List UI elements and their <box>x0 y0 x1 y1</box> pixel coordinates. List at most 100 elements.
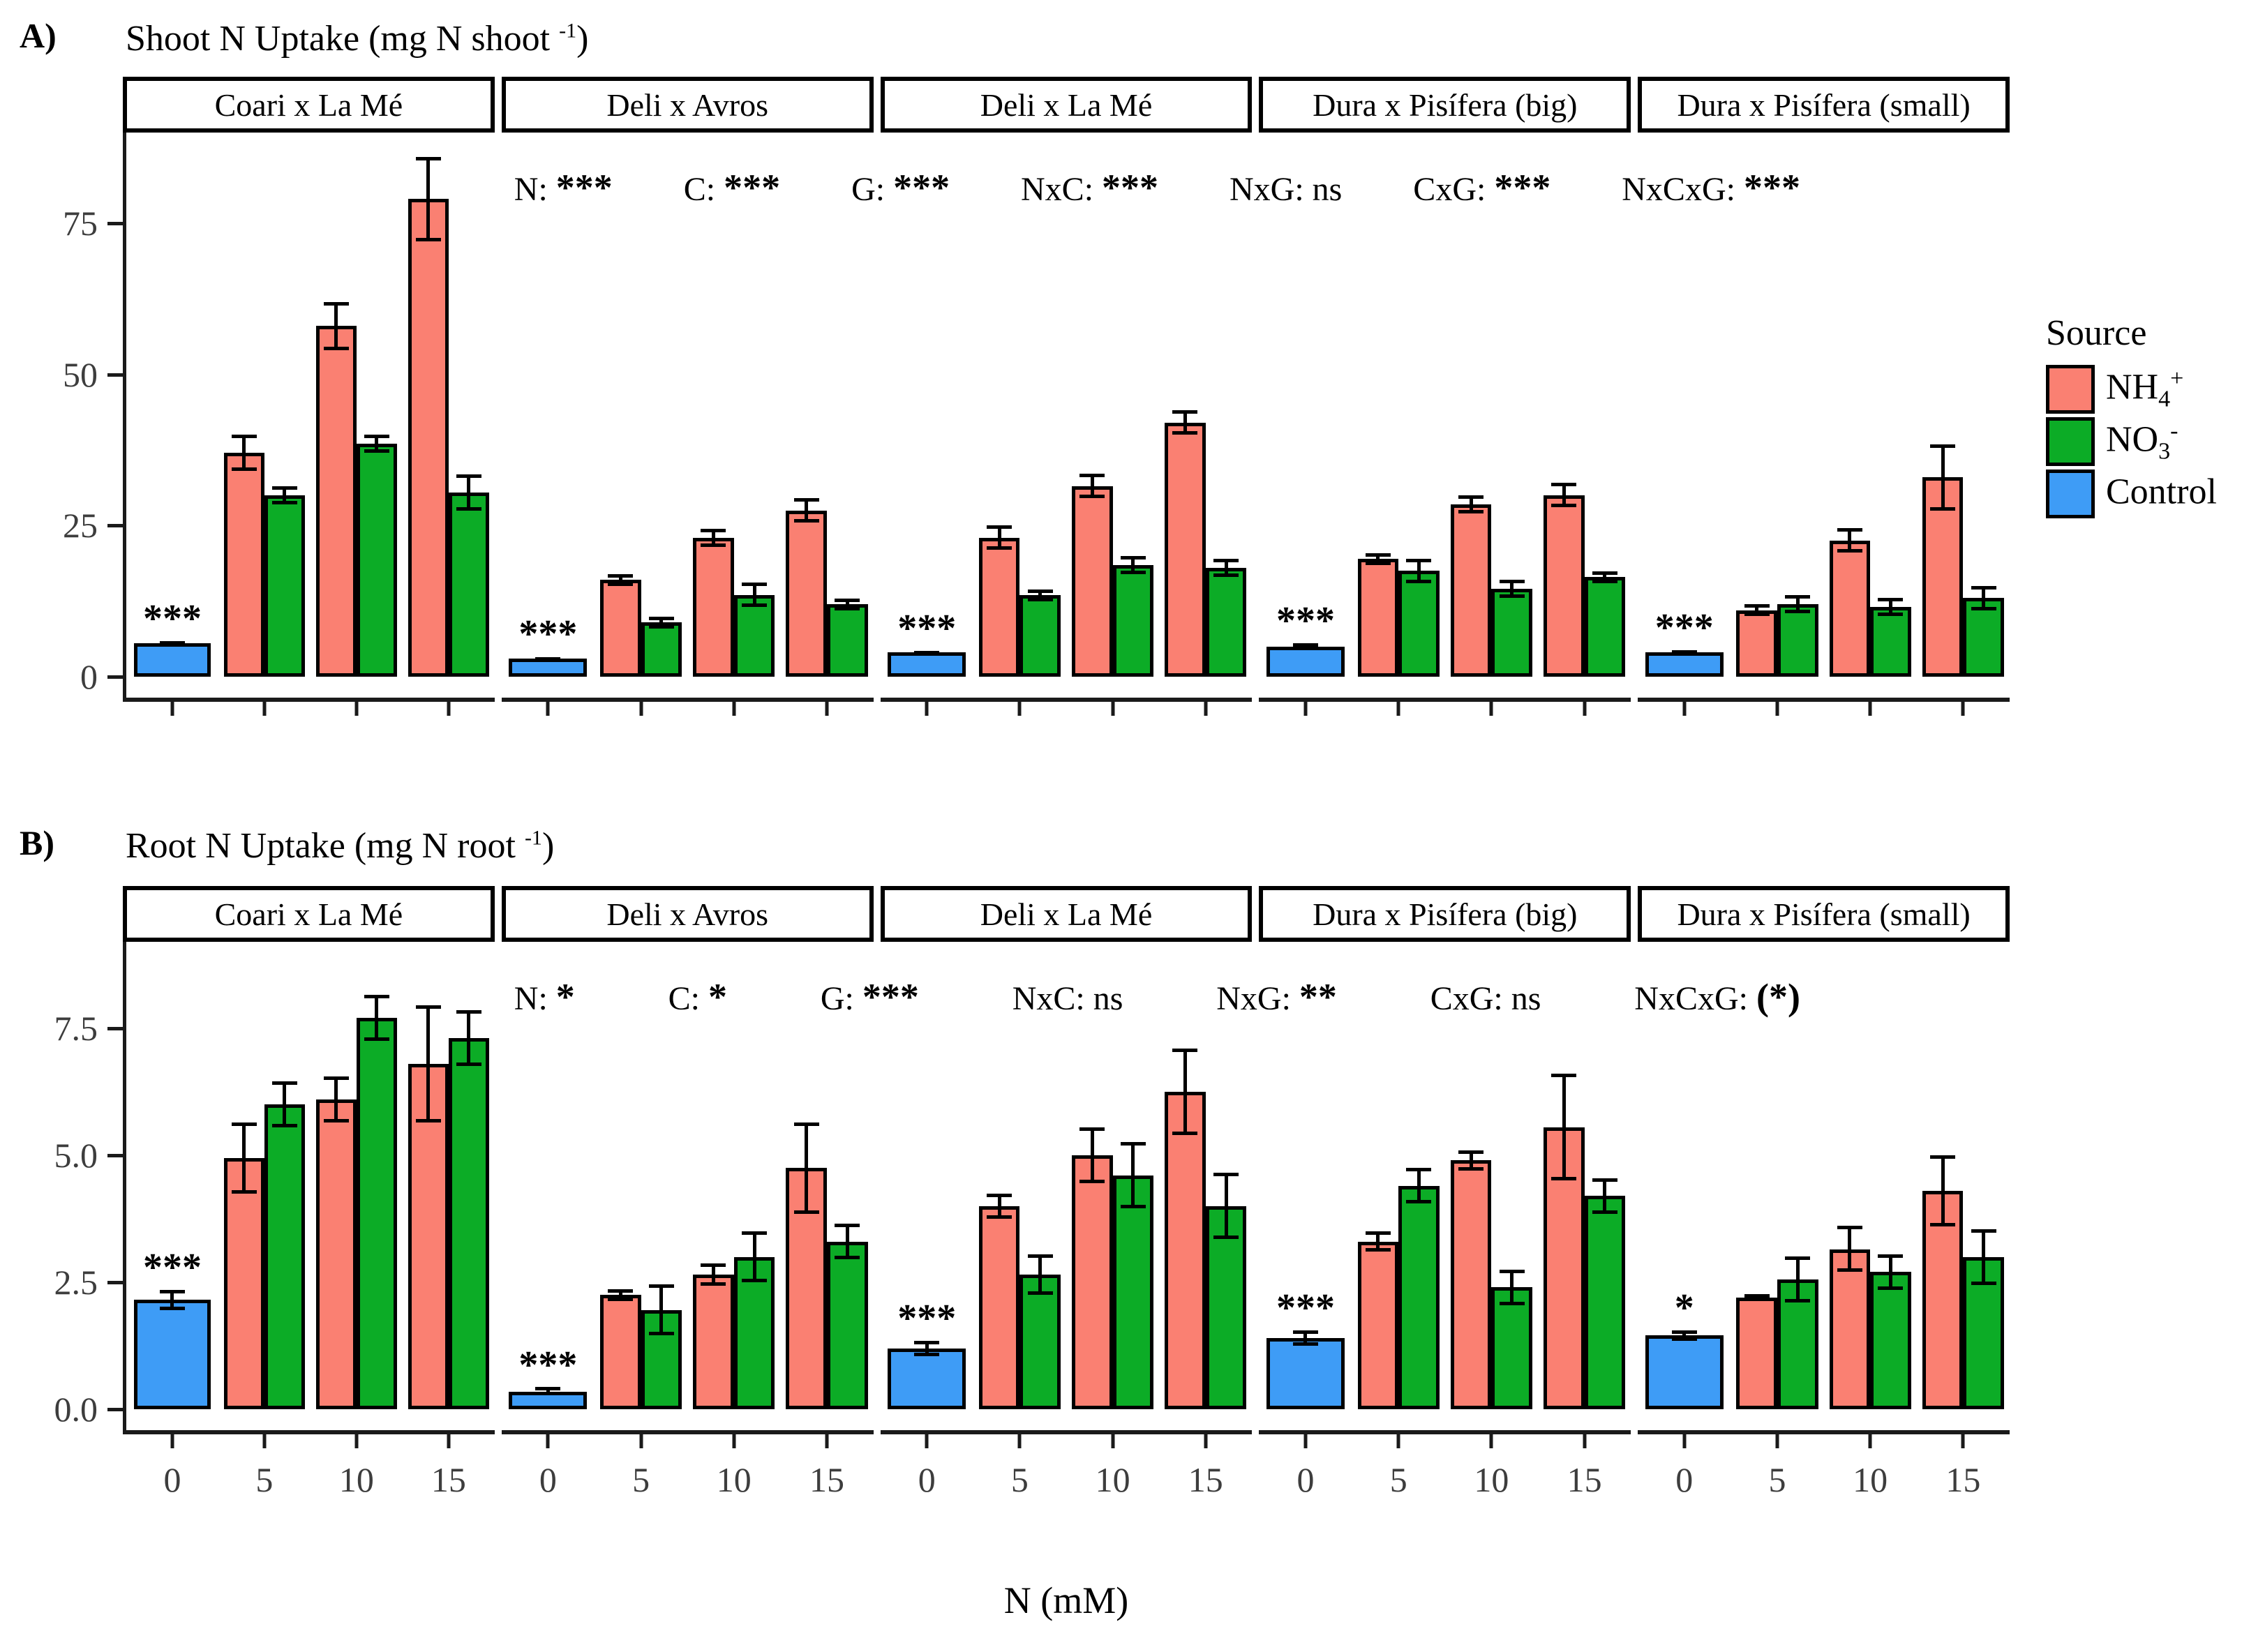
bar-no3 <box>264 495 305 677</box>
error-bar-cap-top <box>987 1193 1012 1197</box>
error-bar-line <box>1848 1226 1852 1272</box>
bar-no3 <box>1777 604 1818 677</box>
error-bar-cap-bottom <box>1785 1299 1811 1303</box>
bar-no3 <box>733 1257 775 1409</box>
facet-header: Deli x La Mé <box>880 886 1253 942</box>
error-bar-cap-top <box>1930 1155 1956 1159</box>
x-tick-label: 5 <box>1768 1460 1786 1499</box>
x-tick-label: 0 <box>1296 1460 1315 1499</box>
bar-no3 <box>356 1018 397 1409</box>
x-tick <box>1303 702 1308 716</box>
error-bar-cap-top <box>1172 1048 1198 1052</box>
facet-5: Dura x Pisífera (small) * 0 5 10 15 <box>1638 886 2010 1499</box>
error-bar-cap-top <box>1292 643 1318 647</box>
y-tick-label: 50 <box>63 354 98 394</box>
legend-label-sub: 3 <box>2158 438 2171 465</box>
error-bar <box>793 1122 819 1214</box>
y-tick <box>107 675 123 679</box>
bar-no3 <box>733 595 775 677</box>
x-tick <box>1775 1434 1779 1448</box>
bar-no3 <box>448 493 489 677</box>
facet-header: Dura x Pisífera (small) <box>1638 886 2010 942</box>
error-bar-line <box>1603 571 1607 583</box>
error-bar <box>1406 1168 1432 1204</box>
error-bar-line <box>1090 1127 1094 1183</box>
error-bar-cap-top <box>1213 1173 1239 1177</box>
x-tick-label: 0 <box>539 1460 557 1499</box>
bar-nh4 <box>1829 1249 1871 1409</box>
y-tick-label: 0.0 <box>54 1390 98 1429</box>
error-bar-cap-top <box>1785 1256 1811 1261</box>
legend-swatch-nh4 <box>2046 365 2095 414</box>
bar-nh4 <box>315 1099 357 1409</box>
legend-item-nh4: NH4+ <box>2046 365 2217 414</box>
error-bar-line <box>546 1387 550 1396</box>
bar-nh4 <box>315 326 357 677</box>
error-bar-cap-top <box>835 598 860 602</box>
facet-2: Deli x Avros *** <box>501 77 874 716</box>
error-bar-cap-bottom <box>1079 495 1105 499</box>
x-tick <box>825 1434 829 1448</box>
error-bar-cap-bottom <box>364 1037 389 1042</box>
bar-no3 <box>1019 1275 1061 1409</box>
bar-control <box>133 1300 211 1409</box>
error-bar-cap-bottom <box>742 603 768 608</box>
facet-1: Coari x La Mé *** <box>123 77 495 716</box>
error-bar-cap-top <box>793 1122 819 1126</box>
y-tick-label: 7.5 <box>54 1008 98 1048</box>
error-bar-cap-bottom <box>1930 1222 1956 1226</box>
x-tick-label: 15 <box>1188 1460 1223 1499</box>
error-bar-cap-top <box>1458 495 1484 499</box>
error-bar-cap-top <box>1837 1226 1862 1230</box>
error-bar <box>231 1122 257 1194</box>
error-bar-cap-bottom <box>742 1278 768 1282</box>
error-bar <box>987 525 1012 550</box>
error-bar <box>608 1289 634 1301</box>
error-bar <box>1213 1173 1239 1240</box>
x-tick <box>170 702 174 716</box>
facet-4: Dura x Pisífera (big) *** <box>1259 77 1631 716</box>
legend-label-sup: + <box>2170 366 2184 392</box>
legend-label-sup: - <box>2170 418 2179 444</box>
error-bar-line <box>1888 1254 1892 1290</box>
error-bar <box>1592 571 1617 583</box>
error-bar-line <box>845 598 849 610</box>
x-tick-label: 5 <box>1010 1460 1029 1499</box>
error-bar-line <box>711 528 715 547</box>
facet-plot: *** 0 5 10 15 <box>123 942 495 1499</box>
error-bar-cap-bottom <box>1406 1200 1432 1204</box>
facet-plot: *** <box>880 133 1253 716</box>
x-tick <box>925 702 929 716</box>
y-tick <box>107 222 123 225</box>
error-bar-cap-top <box>1785 595 1811 599</box>
error-bar <box>1292 643 1318 649</box>
error-bar-line <box>1795 1256 1800 1303</box>
error-bar <box>1458 1150 1484 1171</box>
bar-nh4 <box>1357 559 1399 677</box>
error-bar-cap-top <box>415 157 441 160</box>
x-tick <box>1204 702 1208 716</box>
x-tick <box>447 1434 451 1448</box>
error-bar-cap-bottom <box>1172 1131 1198 1135</box>
x-tick-label: 5 <box>255 1460 274 1499</box>
significance-marker: *** <box>1654 606 1714 649</box>
y-axis: 0 25 50 75 <box>0 0 123 809</box>
bar-no3 <box>1112 565 1154 677</box>
error-bar-cap-bottom <box>914 650 940 654</box>
error-bar-line <box>1848 528 1852 553</box>
error-bar-cap-top <box>231 435 257 439</box>
panel-title: Root N Uptake (mg N root -1) <box>126 825 554 866</box>
error-bar-cap-bottom <box>701 543 726 547</box>
error-bar-line <box>1131 1142 1135 1209</box>
error-bar-cap-bottom <box>1458 510 1484 513</box>
error-bar-cap-bottom <box>1027 1291 1053 1296</box>
error-bar-cap-bottom <box>1458 1166 1484 1171</box>
x-tick-label: 15 <box>1945 1460 1981 1499</box>
error-bar-line <box>1982 585 1986 610</box>
error-bar-cap-bottom <box>159 1307 185 1310</box>
error-bar-cap-top <box>1551 1074 1577 1078</box>
error-bar-cap-top <box>742 1231 768 1235</box>
error-bar-line <box>1224 559 1228 577</box>
error-bar-cap-top <box>1120 555 1146 560</box>
